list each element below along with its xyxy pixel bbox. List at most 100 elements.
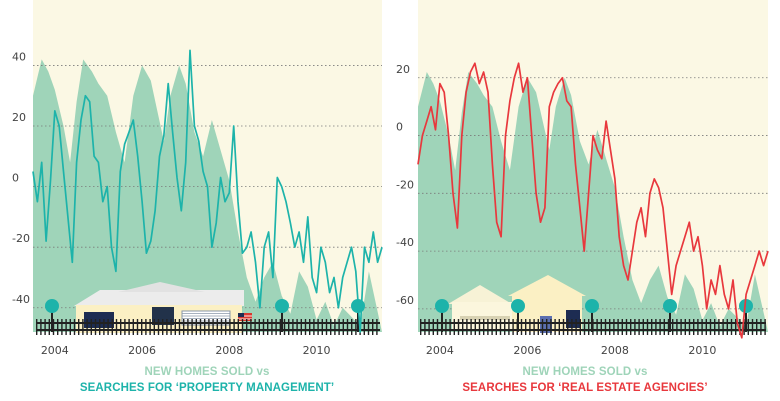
right-chart-panel: 20 0 -20 -40 -60 2004 2006 2008 2010 NEW HOMES S… [390,0,780,401]
fence-picket [562,319,565,335]
fence-picket [258,319,260,335]
fence-picket [504,319,506,335]
fence-picket [330,319,332,335]
right-chart: 20 0 -20 -40 -60 2004 2006 2008 2010 [396,0,769,357]
fence-picket [212,319,214,335]
fence-picket [546,319,548,335]
x-tick-label: 2010 [303,344,331,357]
left-chart: 40 20 0 -20 -40 2004 2006 2008 2010 [12,0,383,357]
fence-picket [705,319,707,335]
flag-canton [238,313,244,317]
fence-picket [82,319,84,335]
fence-picket [739,319,741,335]
fence-picket [262,319,265,335]
house-roof [74,290,244,306]
fence-picket [225,319,227,335]
tree-icon [45,299,59,332]
fence-picket [537,319,539,335]
us-flag-icon [238,313,252,321]
fence-picket [672,319,674,335]
fence-picket [688,319,691,335]
fence-picket [462,319,464,335]
fence-picket [491,319,493,335]
fence-picket [474,319,476,335]
fence-picket [351,319,353,335]
fence-picket [600,319,602,335]
fence-picket [52,319,55,335]
house-roof [508,275,586,296]
fence-picket [136,319,139,335]
fence-picket [346,319,349,335]
fence-picket [115,319,118,335]
fence-picket [424,319,426,335]
y-tick-label: 40 [12,50,26,63]
fence-picket [697,319,699,335]
y-tick-label: -40 [12,293,30,306]
fence-picket [478,319,481,335]
fence-picket [48,319,50,335]
fence-picket [726,319,728,335]
fence-picket [722,319,724,335]
fence-picket [508,319,510,335]
fence-picket [195,319,197,335]
fence-picket [372,319,374,335]
fence-picket [208,319,210,335]
fence-picket [487,319,489,335]
fence-picket [642,319,644,335]
fence-picket [747,319,749,335]
fence-picket [483,319,485,335]
fence-picket [304,319,307,335]
tree-trunk [669,306,671,332]
fence-picket [579,319,581,335]
fence-picket [420,319,422,335]
fence-picket [621,319,623,335]
y-tick-label: 0 [396,121,403,134]
fence-picket [680,319,682,335]
fence-picket [283,319,286,335]
fence-picket [436,319,439,335]
y-tick-label: -40 [396,236,414,249]
y-tick-label: 20 [12,111,26,124]
fence-picket [309,319,311,335]
fence-picket [663,319,665,335]
fence-picket [241,319,244,335]
y-tick-label: -20 [12,232,30,245]
fence-picket [575,319,577,335]
tree-icon [663,299,677,332]
fence-picket [40,319,42,335]
fence-picket [90,319,92,335]
fence-picket [334,319,336,335]
fence-picket [149,319,151,335]
fence-picket [279,319,281,335]
fence-picket [145,319,147,335]
fence-picket [376,319,378,335]
fence-picket [250,319,252,335]
fence-picket [533,319,535,335]
fence-picket [525,319,527,335]
house-illustration [74,282,252,333]
fence-picket [166,319,168,335]
fence-picket [453,319,455,335]
fence-picket [107,319,109,335]
fence-picket [120,319,122,335]
fence-picket [271,319,273,335]
tree-trunk [357,306,359,332]
fence-picket [86,319,88,335]
tree-crown [739,299,753,313]
fence-picket [363,319,365,335]
fence-picket [246,319,248,335]
window [152,307,174,325]
fence-picket [558,319,560,335]
fence-picket [153,319,155,335]
fence-picket [229,319,231,335]
tree-crown [511,299,525,313]
fence-picket [449,319,451,335]
tree-icon [585,299,599,332]
tree-trunk [281,306,283,332]
area-new-homes-sold [418,72,768,332]
fence-picket [646,319,649,335]
fence-picket [313,319,315,335]
fence-picket [445,319,447,335]
tree-crown [663,299,677,313]
y-tick-label: -20 [396,178,414,191]
